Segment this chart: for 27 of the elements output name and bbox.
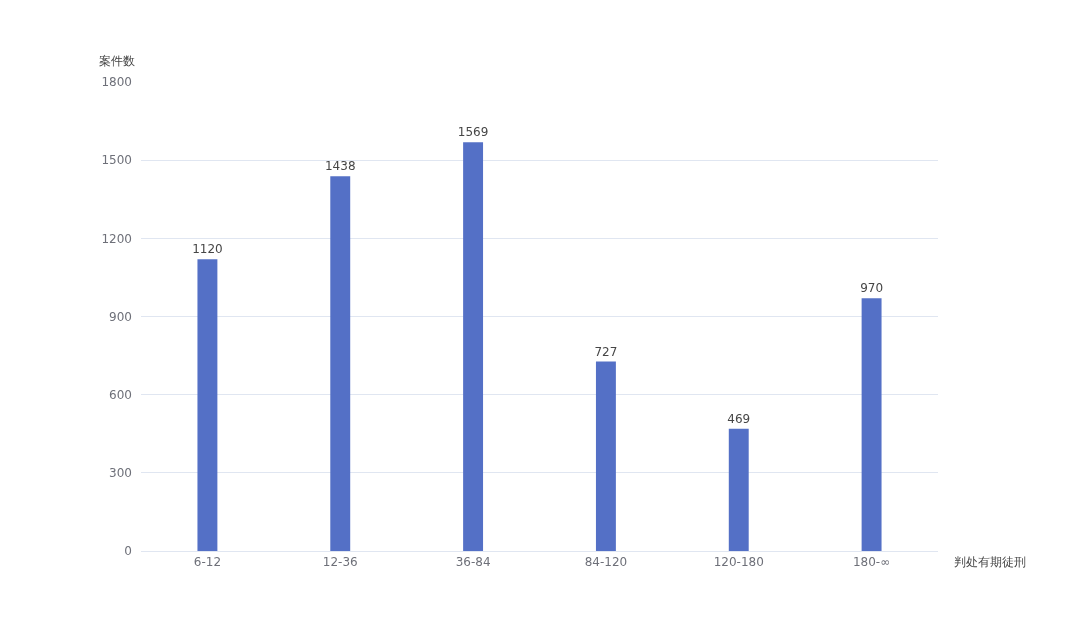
data-label: 1120 (192, 242, 223, 257)
x-tick-label: 6-12 (193, 555, 222, 570)
y-tick-label: 0 (124, 544, 132, 559)
y-tick-label: 1800 (101, 75, 132, 90)
y-axis-title: 案件数 (99, 54, 135, 68)
bar (861, 298, 882, 551)
bar (197, 259, 218, 551)
x-tick-label: 84-120 (584, 555, 628, 570)
x-axis-title: 判处有期徒刑 (954, 555, 1026, 569)
x-tick-label: 36-84 (455, 555, 491, 570)
bar (728, 428, 749, 551)
data-label: 727 (594, 344, 618, 359)
y-tick-label: 1200 (101, 231, 132, 246)
y-tick-label: 1500 (101, 153, 132, 168)
bar (330, 176, 351, 551)
y-tick-label: 600 (109, 387, 132, 402)
y-tick-label: 900 (109, 309, 132, 324)
data-label: 970 (860, 281, 884, 296)
bar (595, 361, 616, 551)
bar (463, 142, 484, 551)
y-tick-label: 300 (109, 466, 132, 481)
data-label: 1569 (457, 125, 489, 140)
x-tick-label: 180-∞ (852, 555, 891, 570)
data-label: 469 (727, 411, 751, 426)
data-label: 1438 (324, 159, 356, 174)
x-tick-label: 12-36 (322, 555, 358, 570)
x-tick-label: 120-180 (713, 555, 764, 570)
